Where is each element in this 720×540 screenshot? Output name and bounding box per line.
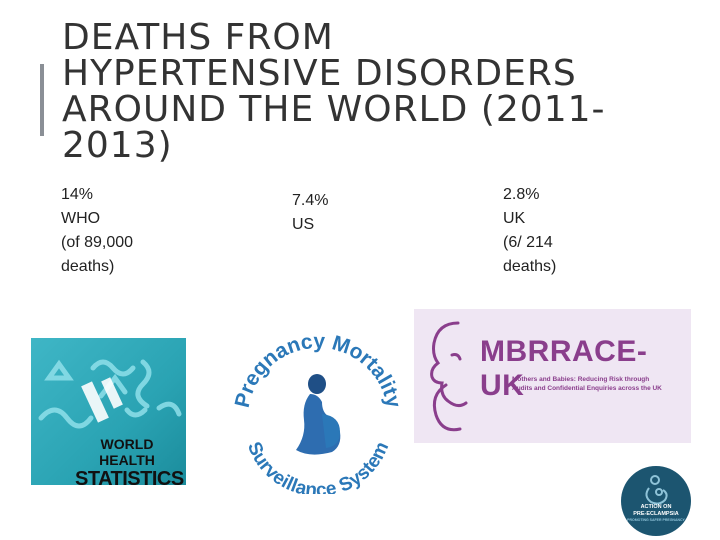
mbrrace-tagline-line-1: Mothers and Babies: Reducing Risk throug… — [512, 376, 650, 383]
action-on-pre-eclampsia-logo: ACTION ON PRE-ECLAMPSIA PROMOTING SAFER … — [621, 466, 691, 536]
stat-uk-note-1: (6/ 214 — [503, 234, 553, 251]
mbrrace-tagline-line-2: Audits and Confidential Enquiries across… — [512, 385, 662, 392]
pregnant-woman-icon — [296, 374, 341, 455]
stat-uk-label: UK — [503, 210, 526, 227]
stat-us-label: US — [292, 216, 315, 233]
who-logo-line-1: WORLD HEALTH — [99, 436, 155, 468]
stat-uk-note-2: deaths) — [503, 258, 557, 275]
title-line-3: AROUND THE WORLD (2011- — [62, 89, 606, 130]
who-world-health-statistics-logo: WORLD HEALTH STATISTICS — [31, 338, 186, 485]
mbrrace-logo-name: MBRRACE-UK — [480, 335, 648, 402]
who-logo-line-2: STATISTICS — [75, 468, 184, 485]
apec-badge-circle — [621, 466, 691, 536]
stat-who-label: WHO — [61, 210, 101, 227]
stat-uk: 2.8% UK (6/ 214 deaths) — [503, 183, 556, 279]
mother-profile-icon — [430, 321, 468, 432]
pregnancy-mortality-surveillance-logo: Pregnancy Mortality Surveillance System — [232, 330, 404, 494]
stat-who-note-2: deaths) — [61, 258, 115, 275]
who-pattern-graphic — [38, 359, 182, 429]
apec-logo-text: ACTION ON PRE-ECLAMPSIA PROMOTING SAFER … — [621, 504, 691, 523]
stat-us: 7.4% US — [292, 189, 328, 237]
mbrrace-uk-logo: MBRRACE-UK Mothers and Babies: Reducing … — [414, 309, 691, 443]
stat-who-percent: 14% — [61, 186, 94, 203]
title-line-4: 2013) — [62, 125, 173, 166]
title-accent-bar — [40, 64, 44, 136]
mother-baby-icon — [645, 475, 668, 505]
apec-line-2: PRE-ECLAMPSIA — [633, 511, 679, 517]
slide-title: DEATHS FROM HYPERTENSIVE DISORDERS AROUN… — [62, 20, 682, 164]
stat-who: 14% WHO (of 89,000 deaths) — [61, 183, 133, 279]
title-line-2: HYPERTENSIVE DISORDERS — [62, 53, 577, 94]
stat-who-note-1: (of 89,000 — [61, 234, 134, 251]
stat-us-percent: 7.4% — [292, 192, 329, 209]
who-logo-text: WORLD HEALTH STATISTICS — [75, 436, 184, 485]
stat-uk-percent: 2.8% — [503, 186, 540, 203]
title-line-1: DEATHS FROM — [62, 17, 334, 58]
mbrrace-tagline: Mothers and Babies: Reducing Risk throug… — [512, 375, 688, 393]
apec-line-1: ACTION ON — [640, 504, 672, 510]
apec-line-3: PROMOTING SAFER PREGNANCY — [627, 518, 685, 522]
